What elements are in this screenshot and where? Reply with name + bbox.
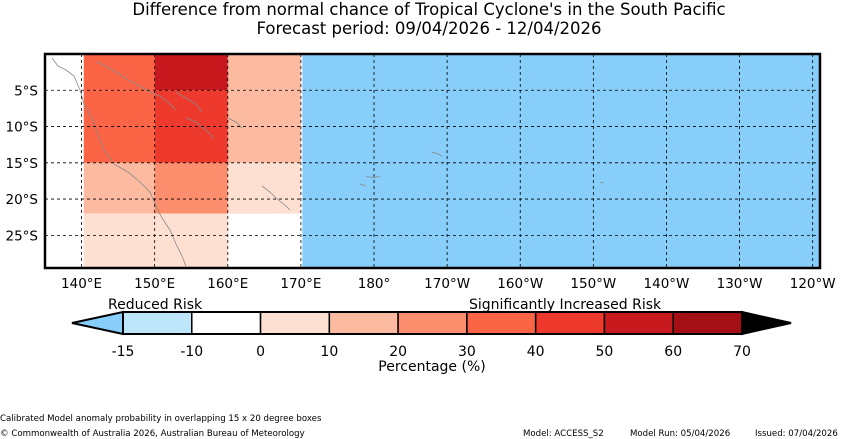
title-line-2: Forecast period: 09/04/2026 - 12/04/2026 (256, 19, 602, 38)
anomaly-cell (83, 126, 155, 163)
longitude-tick-label: 140°W (644, 276, 690, 292)
colorbar-segment (397, 311, 468, 335)
colorbar-tick-label: 40 (527, 344, 545, 360)
colorbar-tick-label: 60 (664, 344, 682, 360)
map-title: Difference from normal chance of Tropica… (0, 0, 841, 38)
colorbar-tick-label: 70 (733, 344, 751, 360)
colorbar-ticks: -15 -10 0 10 20 30 40 50 60 70 (112, 344, 751, 360)
colorbar-tick-label: -10 (180, 344, 203, 360)
anomaly-cell (154, 126, 228, 163)
colorbar-segment (672, 311, 743, 335)
colorbar-segment (466, 311, 537, 335)
colorbar-label-right: Significantly Increased Risk (469, 297, 662, 313)
map-frame (43, 52, 822, 270)
footer-model: Model: ACCESS_S2 (523, 429, 604, 439)
colorbar-segment (603, 311, 674, 335)
anomaly-cell (83, 162, 155, 214)
colorbar-axis-label: Percentage (%) (378, 359, 485, 375)
colorbar-over-arrow (741, 310, 792, 336)
colorbar-segment (259, 311, 331, 335)
longitude-tick-label: 130°W (717, 276, 763, 292)
anomaly-cell (227, 90, 301, 127)
anomaly-cell (154, 54, 228, 91)
longitude-tick-label: 170°W (424, 276, 470, 292)
colorbar-segments (122, 311, 743, 335)
latitude-tick-label: 25°S (6, 228, 39, 244)
latitude-tick-label: 5°S (14, 83, 38, 99)
anomaly-cell (83, 213, 228, 268)
colorbar-segment (534, 311, 606, 335)
longitude-tick-label: 150°W (570, 276, 616, 292)
colorbar-under-arrow (71, 310, 124, 336)
colorbar-tick-label: -15 (112, 344, 135, 360)
footer-model-run: Model Run: 05/04/2026 (630, 429, 731, 439)
latitude-tick-label: 20°S (6, 192, 39, 208)
latitude-ticks: 5°S 10°S 15°S 20°S 25°S (6, 83, 39, 244)
colorbar-tick-label: 0 (256, 344, 265, 360)
colorbar-segment (122, 311, 193, 335)
longitude-ticks: 140°E 150°E 160°E 170°E 180° 170°W 160°W 150°W 1… (61, 276, 836, 292)
colorbar-tick-label: 20 (389, 344, 407, 360)
colorbar-tick-label: 10 (320, 344, 338, 360)
anomaly-cell (302, 54, 820, 268)
anomaly-cell (83, 90, 155, 127)
anomaly-cell (227, 54, 301, 91)
colorbar-tick-label: 50 (596, 344, 614, 360)
anomaly-cell (227, 126, 301, 163)
latitude-tick-label: 15°S (6, 156, 39, 172)
footer-copyright: © Commonwealth of Australia 2026, Austra… (0, 429, 305, 439)
coastlines (51, 57, 605, 267)
anomaly-cell (83, 54, 155, 91)
anomaly-cell (154, 162, 228, 214)
colorbar-segment (191, 311, 262, 335)
colorbar-tick-label: 30 (458, 344, 476, 360)
longitude-tick-label: 160°E (207, 276, 248, 292)
longitude-tick-label: 150°E (134, 276, 175, 292)
longitude-tick-label: 180° (358, 276, 391, 292)
colorbar-segment (328, 311, 399, 335)
longitude-tick-label: 140°E (61, 276, 102, 292)
footer-issued: Issued: 07/04/2026 (755, 429, 838, 439)
title-line-1: Difference from normal chance of Tropica… (132, 0, 726, 19)
colorbar-label-left: Reduced Risk (108, 297, 203, 313)
footer-note: Calibrated Model anomaly probability in … (0, 414, 322, 424)
longitude-tick-label: 170°E (280, 276, 321, 292)
latitude-tick-label: 10°S (6, 120, 39, 136)
map-plot: 140°E 150°E 160°E 170°E 180° 170°W 160°W 150°W 1… (6, 52, 836, 292)
longitude-tick-label: 120°W (790, 276, 836, 292)
longitude-tick-label: 160°W (497, 276, 543, 292)
